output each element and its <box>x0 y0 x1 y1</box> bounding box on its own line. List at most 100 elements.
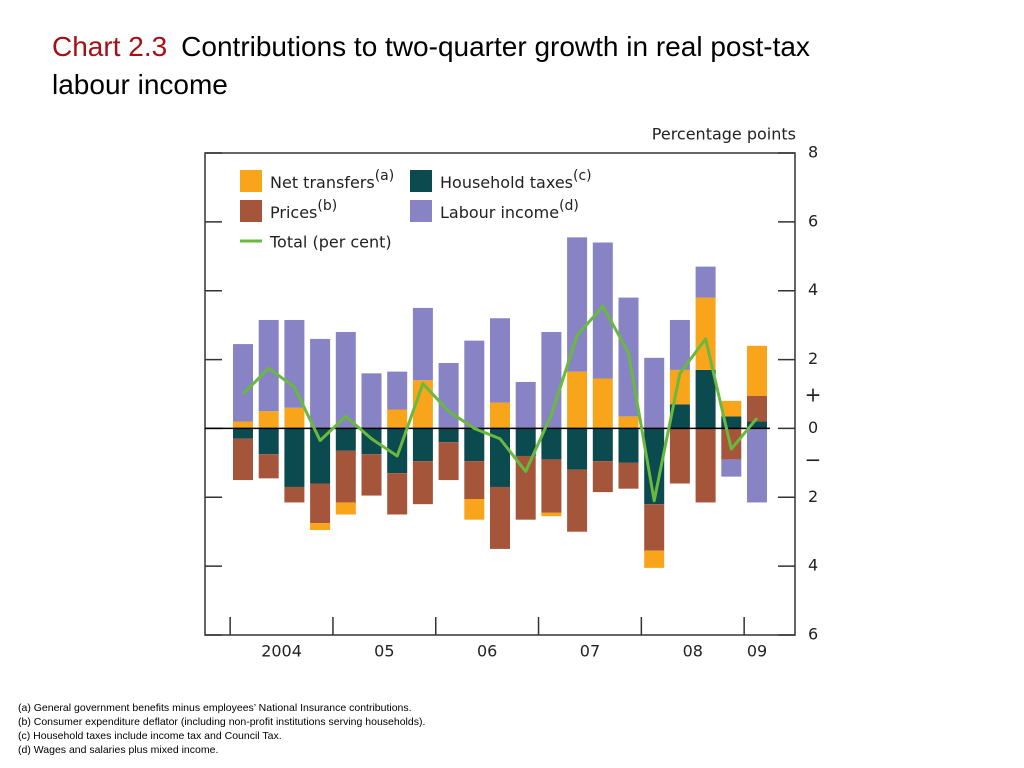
legend-name: Labour income <box>440 203 559 222</box>
bar-segment <box>412 428 433 462</box>
bar-segment <box>335 502 356 515</box>
bar-segment <box>541 459 562 513</box>
bar-segment <box>361 373 382 429</box>
bar-segment <box>515 428 536 456</box>
bar-segment <box>258 454 279 479</box>
bar-segment <box>464 499 485 520</box>
bar-segment <box>695 297 716 370</box>
bar-segment <box>412 461 433 505</box>
chart: Percentage points + − 6 4 2 0 2 4 6 8 2004 05 06 07… <box>204 125 822 661</box>
bar-segment <box>618 416 639 429</box>
bar-segment <box>747 421 767 429</box>
bar-segment <box>284 486 305 503</box>
bar-segment <box>669 404 690 429</box>
x-tick-label: 07 <box>580 642 600 661</box>
bar-segment <box>747 428 767 503</box>
bar-segment <box>618 428 639 463</box>
footnotes: (a) General government benefits minus em… <box>18 701 425 757</box>
y-tick-label: 2 <box>808 349 818 368</box>
bar-segment <box>695 369 716 429</box>
bar-segment <box>284 407 305 429</box>
bar-segment <box>541 512 562 517</box>
bar-segment <box>567 237 588 372</box>
bar-segment <box>515 455 536 520</box>
bar-segment <box>515 381 536 429</box>
legend-note: (c) <box>573 168 592 184</box>
y-tick-label: 4 <box>808 280 818 299</box>
bar-segment <box>695 428 716 503</box>
bar-segment <box>438 428 459 443</box>
y-tick-label: 6 <box>808 625 818 644</box>
bar-segment <box>721 459 742 477</box>
bar-segment <box>310 523 331 530</box>
bar-segment <box>438 442 459 481</box>
bar-segment <box>464 428 485 462</box>
bar-segment <box>258 428 279 455</box>
legend-label: Net transfers(a) <box>270 168 394 192</box>
bar-segment <box>644 550 665 568</box>
bar-segment <box>747 395 767 422</box>
total-line <box>241 304 759 503</box>
title-text: Contributions to two-quarter growth in r… <box>52 31 810 100</box>
bar-segment <box>258 319 279 412</box>
bar-segment <box>412 380 433 429</box>
bar-segment <box>541 332 562 429</box>
footnote: (b) Consumer expenditure deflator (inclu… <box>18 716 426 728</box>
legend-swatch <box>410 200 432 222</box>
legend-swatch <box>240 170 262 192</box>
title: Chart 2.3 Contributions to two-quarter gr… <box>52 28 862 104</box>
bar-segment <box>592 378 613 429</box>
bar-segment <box>412 307 433 381</box>
bar-segment <box>695 266 716 298</box>
bar-segment <box>464 461 485 500</box>
bar-segment <box>618 462 639 489</box>
plot-frame <box>204 152 796 636</box>
x-tick-label: 09 <box>747 642 767 661</box>
plus-sign: + <box>805 383 822 407</box>
bar-segment <box>335 450 356 503</box>
legend-label: Total (per cent) <box>269 233 392 252</box>
bar-segment <box>644 504 665 551</box>
footnote: (d) Wages and salaries plus mixed income… <box>18 744 219 756</box>
bar-segment <box>567 371 588 429</box>
bar-segment <box>284 428 305 487</box>
bar-segment <box>387 371 408 410</box>
bar-segment <box>490 402 510 429</box>
bar-segment <box>233 428 253 439</box>
legend-label: Prices(b) <box>270 198 337 222</box>
legend-name: Net transfers <box>270 173 375 192</box>
y-tick-label: 2 <box>808 487 818 506</box>
bar-segment <box>669 428 690 484</box>
bar-segment <box>258 411 279 429</box>
legend-label: Household taxes(c) <box>440 168 592 192</box>
bar-segment <box>233 344 253 422</box>
y-tick-label: 6 <box>808 211 818 230</box>
legend-note: (b) <box>317 198 337 214</box>
legend-name: Prices <box>270 203 317 222</box>
bar-segment <box>310 338 331 429</box>
bar-segment <box>747 345 767 396</box>
footnote: (c) Household taxes include income tax a… <box>18 730 282 742</box>
bar-segment <box>592 461 613 493</box>
bar-segment <box>233 438 253 481</box>
legend-note: (d) <box>559 198 579 214</box>
bar-segment <box>310 483 331 524</box>
bar-segment <box>310 428 331 484</box>
x-tick-label: 05 <box>374 642 394 661</box>
title-label: Chart 2.3 <box>52 31 168 62</box>
bar-segment <box>644 428 665 505</box>
legend-label: Labour income(d) <box>440 198 579 222</box>
x-tick-label: 08 <box>683 642 703 661</box>
bar-segment <box>721 400 742 417</box>
bar-segment <box>335 428 356 451</box>
legend-name: Household taxes <box>440 173 573 192</box>
bar-segment <box>464 340 485 429</box>
bar-segment <box>567 428 588 470</box>
bar-segment <box>592 428 613 462</box>
bar-segment <box>541 428 562 460</box>
bar-segment <box>644 357 665 429</box>
y-tick-label: 8 <box>808 143 818 162</box>
bar-segment <box>387 473 408 515</box>
bar-segment <box>669 319 690 370</box>
